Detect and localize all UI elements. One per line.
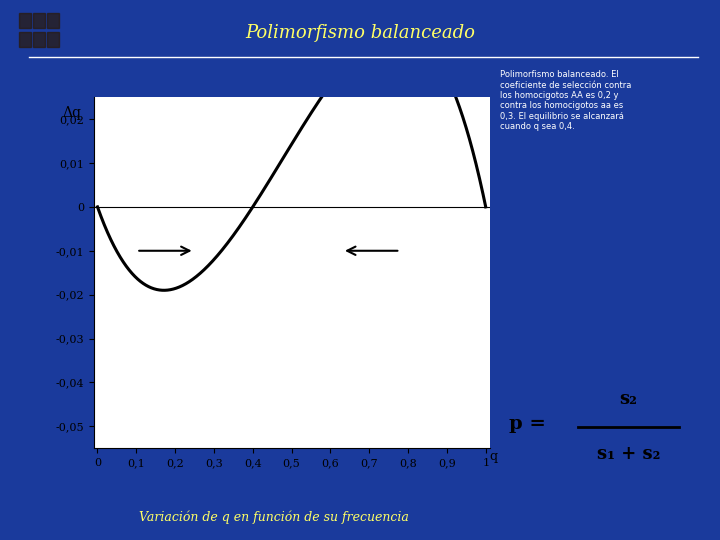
Text: Polimorfismo balanceado. El
coeficiente de selección contra
los homocigotos AA e: Polimorfismo balanceado. El coeficiente … <box>500 70 631 131</box>
Bar <box>48 13 59 28</box>
Text: s₂: s₂ <box>619 390 637 408</box>
Text: p =: p = <box>509 415 546 433</box>
Text: q: q <box>490 450 498 463</box>
Bar <box>19 13 31 28</box>
Text: Polimorfismo balanceado: Polimorfismo balanceado <box>245 24 475 42</box>
Text: Δq: Δq <box>63 106 81 120</box>
Text: Variación de q en función de su frecuencia: Variación de q en función de su frecuenc… <box>139 510 408 524</box>
Bar <box>33 13 45 28</box>
Text: s₁ + s₂: s₁ + s₂ <box>597 445 660 463</box>
Bar <box>48 32 59 47</box>
Bar <box>19 32 31 47</box>
Bar <box>33 32 45 47</box>
